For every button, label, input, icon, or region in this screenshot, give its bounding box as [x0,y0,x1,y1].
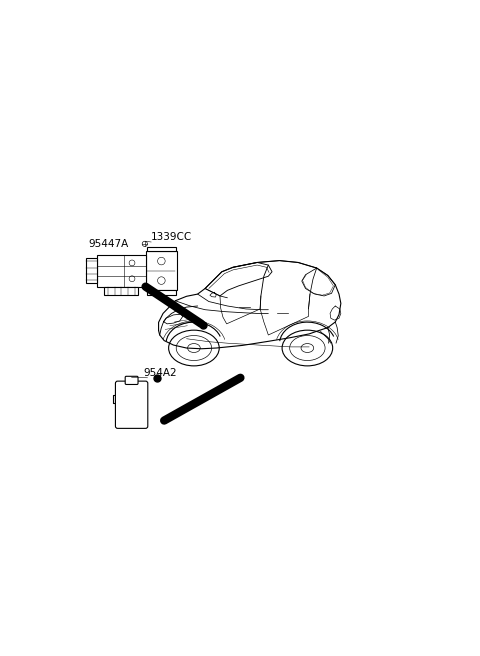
FancyBboxPatch shape [147,291,176,295]
Text: 1339CC: 1339CC [151,232,192,242]
FancyBboxPatch shape [125,377,138,384]
Bar [105,287,138,295]
Text: 954A2: 954A2 [144,368,177,378]
FancyBboxPatch shape [115,381,148,428]
Text: 95447A: 95447A [88,239,128,249]
Bar [97,255,145,287]
FancyBboxPatch shape [147,247,176,251]
Bar [86,258,97,283]
Bar [145,251,177,291]
